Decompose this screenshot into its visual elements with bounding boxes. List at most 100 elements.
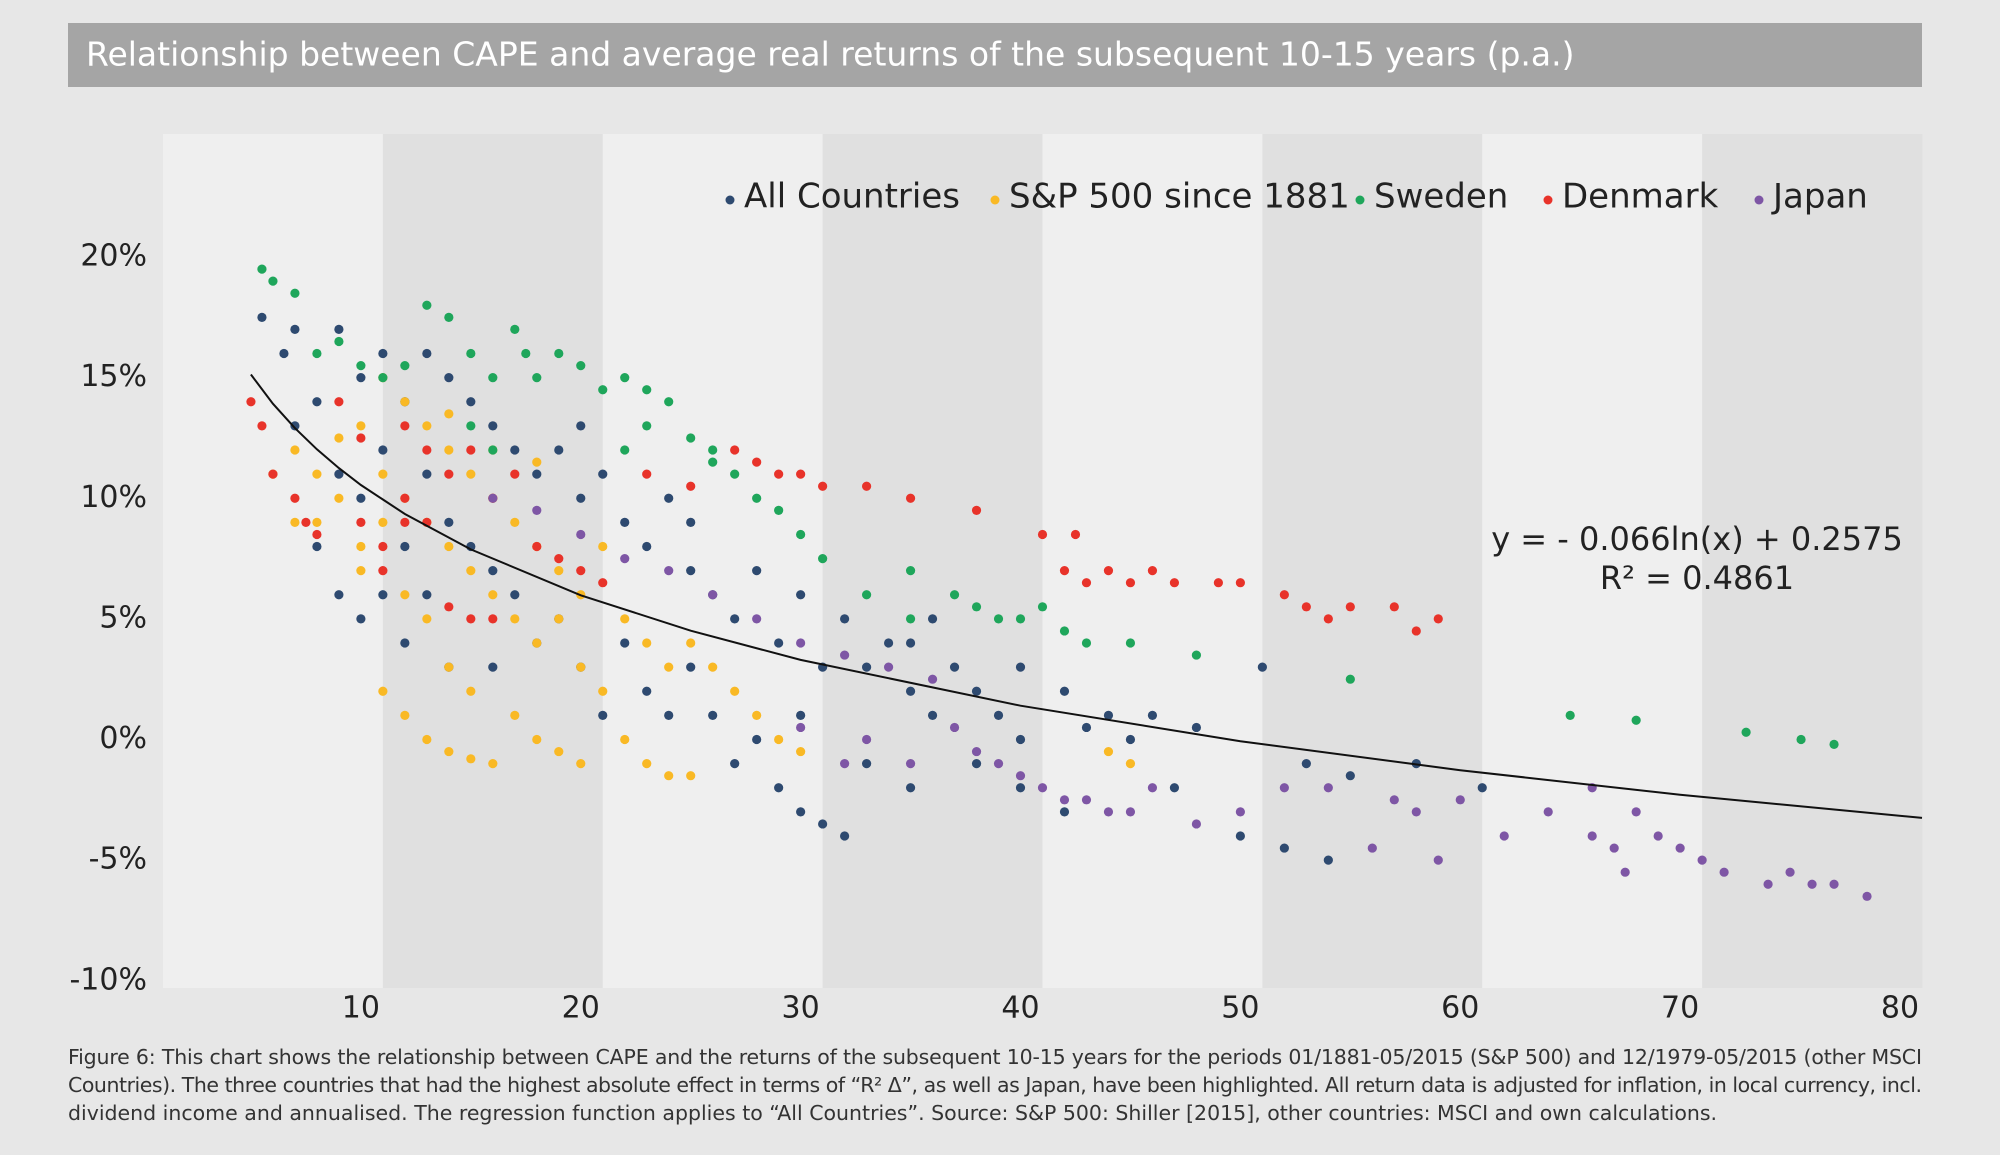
point bbox=[1697, 855, 1707, 865]
point bbox=[1279, 783, 1289, 793]
point bbox=[993, 614, 1004, 624]
point bbox=[993, 759, 1004, 769]
point bbox=[400, 590, 410, 600]
point bbox=[1037, 602, 1048, 612]
point bbox=[444, 373, 454, 383]
x-tick-label: 20 bbox=[562, 991, 600, 1026]
series bbox=[246, 397, 1443, 636]
point bbox=[576, 662, 586, 672]
point bbox=[444, 409, 454, 419]
point bbox=[1125, 578, 1136, 588]
point bbox=[1631, 807, 1641, 817]
point bbox=[664, 771, 674, 781]
point bbox=[378, 517, 388, 528]
caption-line: Figure 6: This chart shows the relations… bbox=[68, 1045, 1922, 1069]
point bbox=[510, 469, 520, 479]
point bbox=[664, 397, 674, 407]
point bbox=[1323, 614, 1333, 624]
point bbox=[686, 433, 696, 443]
point bbox=[1257, 662, 1267, 672]
point bbox=[971, 505, 982, 515]
point bbox=[620, 445, 630, 455]
point bbox=[378, 373, 388, 383]
point bbox=[510, 445, 520, 455]
point bbox=[1081, 638, 1092, 648]
point bbox=[576, 421, 586, 431]
point bbox=[949, 722, 960, 733]
chart-title: Relationship between CAPE and average re… bbox=[86, 35, 1574, 74]
point bbox=[796, 469, 806, 479]
point bbox=[686, 771, 696, 781]
x-tick-label: 50 bbox=[1221, 991, 1259, 1026]
point bbox=[1191, 722, 1202, 733]
trendline bbox=[250, 373, 1923, 819]
point bbox=[312, 517, 322, 528]
point bbox=[730, 759, 740, 769]
title-bar bbox=[68, 23, 1922, 87]
point bbox=[730, 686, 740, 696]
point bbox=[1015, 771, 1026, 781]
legend-marker bbox=[725, 195, 735, 205]
point bbox=[730, 445, 740, 455]
point bbox=[708, 662, 718, 672]
point bbox=[708, 710, 718, 720]
point bbox=[1015, 614, 1026, 624]
point bbox=[334, 493, 344, 503]
point bbox=[378, 590, 388, 600]
point bbox=[510, 517, 520, 528]
point bbox=[257, 421, 267, 431]
point bbox=[1631, 715, 1641, 725]
point bbox=[1235, 807, 1245, 817]
point bbox=[334, 336, 344, 347]
point bbox=[356, 373, 366, 383]
point bbox=[752, 614, 762, 624]
legend-marker bbox=[1543, 195, 1553, 205]
point bbox=[1389, 602, 1399, 612]
point bbox=[257, 312, 267, 322]
point bbox=[1741, 727, 1751, 737]
point bbox=[488, 445, 498, 455]
point bbox=[949, 662, 960, 672]
point bbox=[1103, 746, 1114, 757]
point bbox=[1037, 529, 1048, 540]
plot-band bbox=[822, 134, 1043, 988]
x-tick-label: 40 bbox=[1001, 991, 1039, 1026]
point bbox=[1169, 783, 1180, 793]
plot-band bbox=[163, 134, 384, 988]
point bbox=[532, 469, 542, 479]
point bbox=[752, 734, 762, 745]
point bbox=[905, 759, 916, 769]
point bbox=[400, 638, 410, 648]
point bbox=[1015, 734, 1026, 745]
point bbox=[862, 759, 872, 769]
point bbox=[971, 746, 982, 757]
y-tick-label: -10% bbox=[69, 962, 147, 997]
point bbox=[1862, 891, 1872, 901]
point bbox=[1081, 795, 1092, 805]
point bbox=[532, 638, 542, 648]
point bbox=[1323, 855, 1333, 865]
point bbox=[752, 710, 762, 720]
point bbox=[356, 517, 366, 528]
legend-marker bbox=[1355, 195, 1365, 205]
point bbox=[927, 614, 938, 624]
point bbox=[510, 614, 520, 624]
point bbox=[1103, 566, 1114, 576]
point bbox=[905, 783, 916, 793]
point bbox=[1147, 566, 1158, 576]
point bbox=[905, 686, 916, 696]
point bbox=[400, 493, 410, 503]
point bbox=[312, 348, 322, 359]
point bbox=[422, 300, 432, 310]
point bbox=[642, 469, 652, 479]
point bbox=[971, 759, 982, 769]
point bbox=[598, 541, 608, 552]
point bbox=[576, 566, 586, 576]
point bbox=[1389, 795, 1399, 805]
point bbox=[708, 445, 718, 455]
y-tick-label: -5% bbox=[89, 842, 147, 877]
annotation: R² = 0.4861 bbox=[1600, 559, 1794, 597]
annotation: y = - 0.066ln(x) + 0.2575 bbox=[1491, 520, 1903, 558]
point bbox=[642, 541, 652, 552]
point bbox=[334, 433, 344, 443]
